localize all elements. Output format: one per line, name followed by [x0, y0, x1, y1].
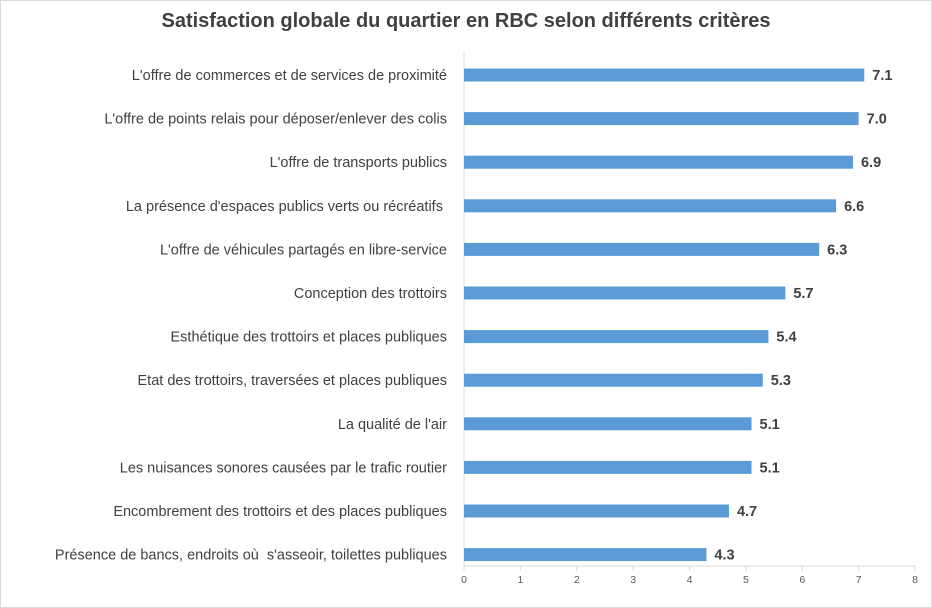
category-label: La qualité de l'air — [338, 417, 447, 433]
x-tick-label: 1 — [517, 574, 523, 586]
category-label: Conception des trottoirs — [294, 286, 447, 302]
bar — [464, 417, 752, 431]
x-tick-label: 0 — [461, 574, 467, 586]
category-label: L'offre de véhicules partagés en libre-s… — [160, 242, 447, 258]
data-label: 4.7 — [737, 504, 757, 520]
bar — [464, 68, 865, 82]
bar — [464, 504, 729, 518]
bar — [464, 286, 786, 300]
bar — [464, 199, 837, 213]
data-label: 4.3 — [714, 548, 734, 564]
x-tick-label: 3 — [630, 574, 636, 586]
category-label: L'offre de points relais pour déposer/en… — [104, 112, 447, 128]
data-label: 6.3 — [827, 242, 847, 258]
data-label: 6.6 — [844, 199, 864, 215]
x-tick-label: 7 — [856, 574, 862, 586]
x-tick-label: 6 — [799, 574, 805, 586]
category-label: Esthétique des trottoirs et places publi… — [171, 330, 447, 346]
bar — [464, 373, 763, 387]
data-label: 6.9 — [861, 155, 881, 171]
bar — [464, 460, 752, 474]
x-tick-label: 5 — [743, 574, 749, 586]
category-label: L'offre de transports publics — [270, 155, 447, 171]
data-label: 5.1 — [760, 460, 780, 476]
data-label: 5.1 — [760, 417, 780, 433]
bar — [464, 112, 859, 126]
data-label: 5.3 — [771, 373, 791, 389]
category-label: Présence de bancs, endroits où s'asseoir… — [55, 548, 447, 564]
bar — [464, 155, 853, 169]
data-label: 7.1 — [872, 68, 892, 84]
bar — [464, 242, 820, 256]
data-label: 5.7 — [793, 286, 813, 302]
category-label: Les nuisances sonores causées par le tra… — [120, 460, 447, 476]
category-label: Etat des trottoirs, traversées et places… — [138, 373, 448, 389]
category-label: La présence d'espaces publics verts ou r… — [126, 199, 447, 215]
x-tick-label: 2 — [574, 574, 580, 586]
bar — [464, 330, 769, 344]
x-tick-label: 4 — [687, 574, 693, 586]
category-label: Encombrement des trottoirs et des places… — [113, 504, 447, 520]
x-tick-label: 8 — [912, 574, 918, 586]
bar — [464, 548, 707, 562]
data-label: 5.4 — [776, 330, 796, 346]
category-label: L'offre de commerces et de services de p… — [132, 68, 447, 84]
chart-title: Satisfaction globale du quartier en RBC … — [161, 10, 771, 32]
data-label: 7.0 — [867, 112, 887, 128]
